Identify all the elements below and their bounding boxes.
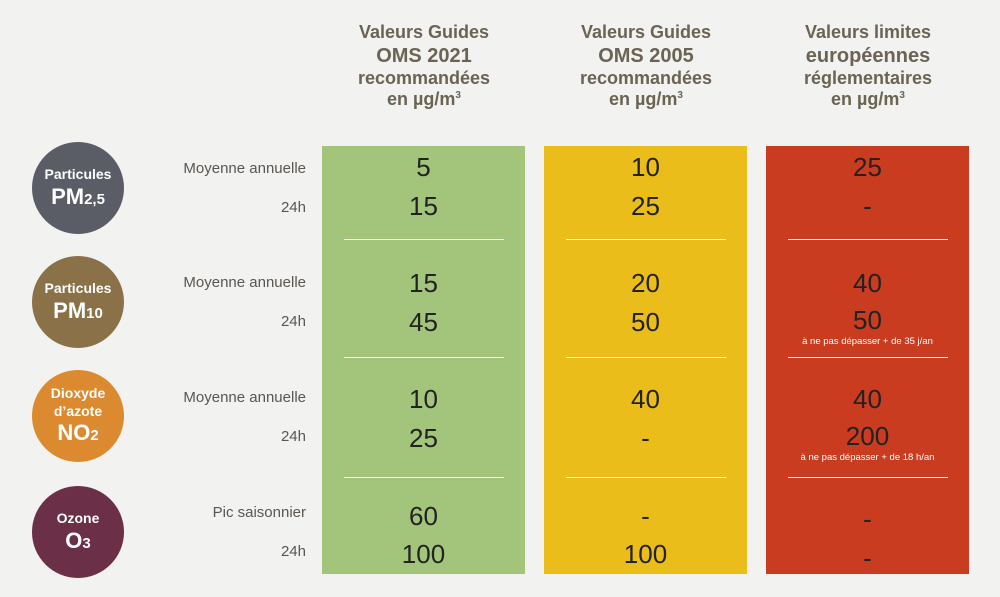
- value-who2021: 45: [409, 307, 438, 337]
- header-line: OMS 2005: [598, 44, 694, 67]
- row-label: Pic saisonnier: [212, 504, 306, 521]
- value-who2005: 100: [623, 539, 668, 569]
- divider: [344, 477, 504, 478]
- header-line: Valeurs limites: [804, 22, 932, 42]
- value-who2021: 10: [409, 384, 438, 414]
- value-eu: 40: [853, 268, 882, 298]
- header-unit-text: en µg/m: [609, 89, 678, 110]
- pollutant-formula: PM10: [53, 298, 103, 324]
- value-eu: -: [863, 504, 872, 534]
- divider: [566, 477, 726, 478]
- formula-base: NO: [57, 420, 91, 446]
- divider: [344, 357, 504, 358]
- value-who2005: 10: [631, 152, 660, 182]
- value-who2005: 20: [631, 268, 660, 298]
- header-line: recommandées: [357, 67, 491, 88]
- value-who2021: 5: [416, 152, 431, 182]
- divider: [344, 239, 504, 240]
- header-unit-text: en µg/m: [831, 89, 900, 110]
- header-unit: en µg/m3: [314, 89, 534, 111]
- header-unit-text: en µg/m: [387, 89, 456, 110]
- divider: [788, 477, 948, 478]
- row-label: Moyenne annuelle: [183, 389, 306, 406]
- header-line: OMS 2021: [376, 44, 472, 67]
- value-eu: 40: [853, 384, 882, 414]
- column-who-2005: [544, 146, 747, 574]
- header-line: réglementaires: [803, 67, 933, 88]
- formula-sub: 10: [86, 304, 103, 322]
- header-unit-exp: 3: [455, 90, 461, 102]
- value-who2021: 15: [409, 191, 438, 221]
- divider: [566, 357, 726, 358]
- value-eu: -: [863, 191, 872, 221]
- value-eu-note: à ne pas dépasser + de 35 j/an: [802, 336, 933, 347]
- value-who2005: 50: [631, 307, 660, 337]
- pollutant-label: Dioxyde: [50, 385, 106, 402]
- value-eu: 50: [853, 305, 882, 335]
- header-line: Valeurs Guides: [580, 22, 712, 42]
- value-eu: -: [863, 543, 872, 573]
- header-who-2021: Valeurs Guides OMS 2021 recommandées en …: [314, 22, 534, 111]
- formula-sub: 2,5: [84, 190, 105, 208]
- formula-base: O: [65, 527, 83, 553]
- header-eu-limits: Valeurs limites européennes réglementair…: [758, 22, 978, 111]
- header-line: européennes: [805, 44, 931, 67]
- column-who-2021: [322, 146, 525, 574]
- divider: [788, 357, 948, 358]
- divider: [566, 239, 726, 240]
- formula-base: PM: [51, 183, 85, 209]
- header-unit: en µg/m3: [758, 89, 978, 111]
- value-who2005: 40: [631, 384, 660, 414]
- value-who2005: -: [641, 501, 650, 531]
- value-who2021: 60: [409, 501, 438, 531]
- pollutant-o3-badge: Ozone O3: [32, 486, 124, 578]
- header-line: Valeurs Guides: [358, 22, 490, 42]
- pollutant-label: d’azote: [53, 402, 103, 419]
- value-who2005: -: [641, 423, 650, 453]
- formula-sub: 2: [90, 427, 99, 445]
- value-eu: 200: [845, 421, 890, 451]
- row-label: 24h: [280, 313, 306, 330]
- pollutant-label: Ozone: [56, 510, 100, 527]
- value-who2005: 25: [631, 191, 660, 221]
- formula-sub: 3: [82, 534, 91, 552]
- row-label: Moyenne annuelle: [183, 160, 306, 177]
- pollutant-label: Particules: [44, 166, 112, 183]
- row-label: 24h: [280, 543, 306, 560]
- header-unit-exp: 3: [677, 90, 683, 102]
- pollutant-pm25-badge: Particules PM2,5: [32, 142, 124, 234]
- pollutant-formula: O3: [65, 528, 90, 554]
- divider: [788, 239, 948, 240]
- value-who2021: 25: [409, 423, 438, 453]
- formula-base: PM: [53, 297, 87, 323]
- value-who2021: 100: [401, 539, 446, 569]
- pollutant-formula: PM2,5: [51, 184, 105, 210]
- header-line: recommandées: [579, 67, 713, 88]
- header-unit: en µg/m3: [536, 89, 756, 111]
- pollutant-formula: NO2: [57, 420, 98, 446]
- value-eu-note: à ne pas dépasser + de 18 h/an: [800, 452, 935, 463]
- pollutant-no2-badge: Dioxyde d’azote NO2: [32, 370, 124, 462]
- column-eu: [766, 146, 969, 574]
- row-label: Moyenne annuelle: [183, 274, 306, 291]
- pollutant-label: Particules: [44, 280, 112, 297]
- row-label: 24h: [280, 199, 306, 216]
- pollutant-pm10-badge: Particules PM10: [32, 256, 124, 348]
- header-unit-exp: 3: [899, 90, 905, 102]
- value-eu: 25: [853, 152, 882, 182]
- value-who2021: 15: [409, 268, 438, 298]
- header-who-2005: Valeurs Guides OMS 2005 recommandées en …: [536, 22, 756, 111]
- row-label: 24h: [280, 428, 306, 445]
